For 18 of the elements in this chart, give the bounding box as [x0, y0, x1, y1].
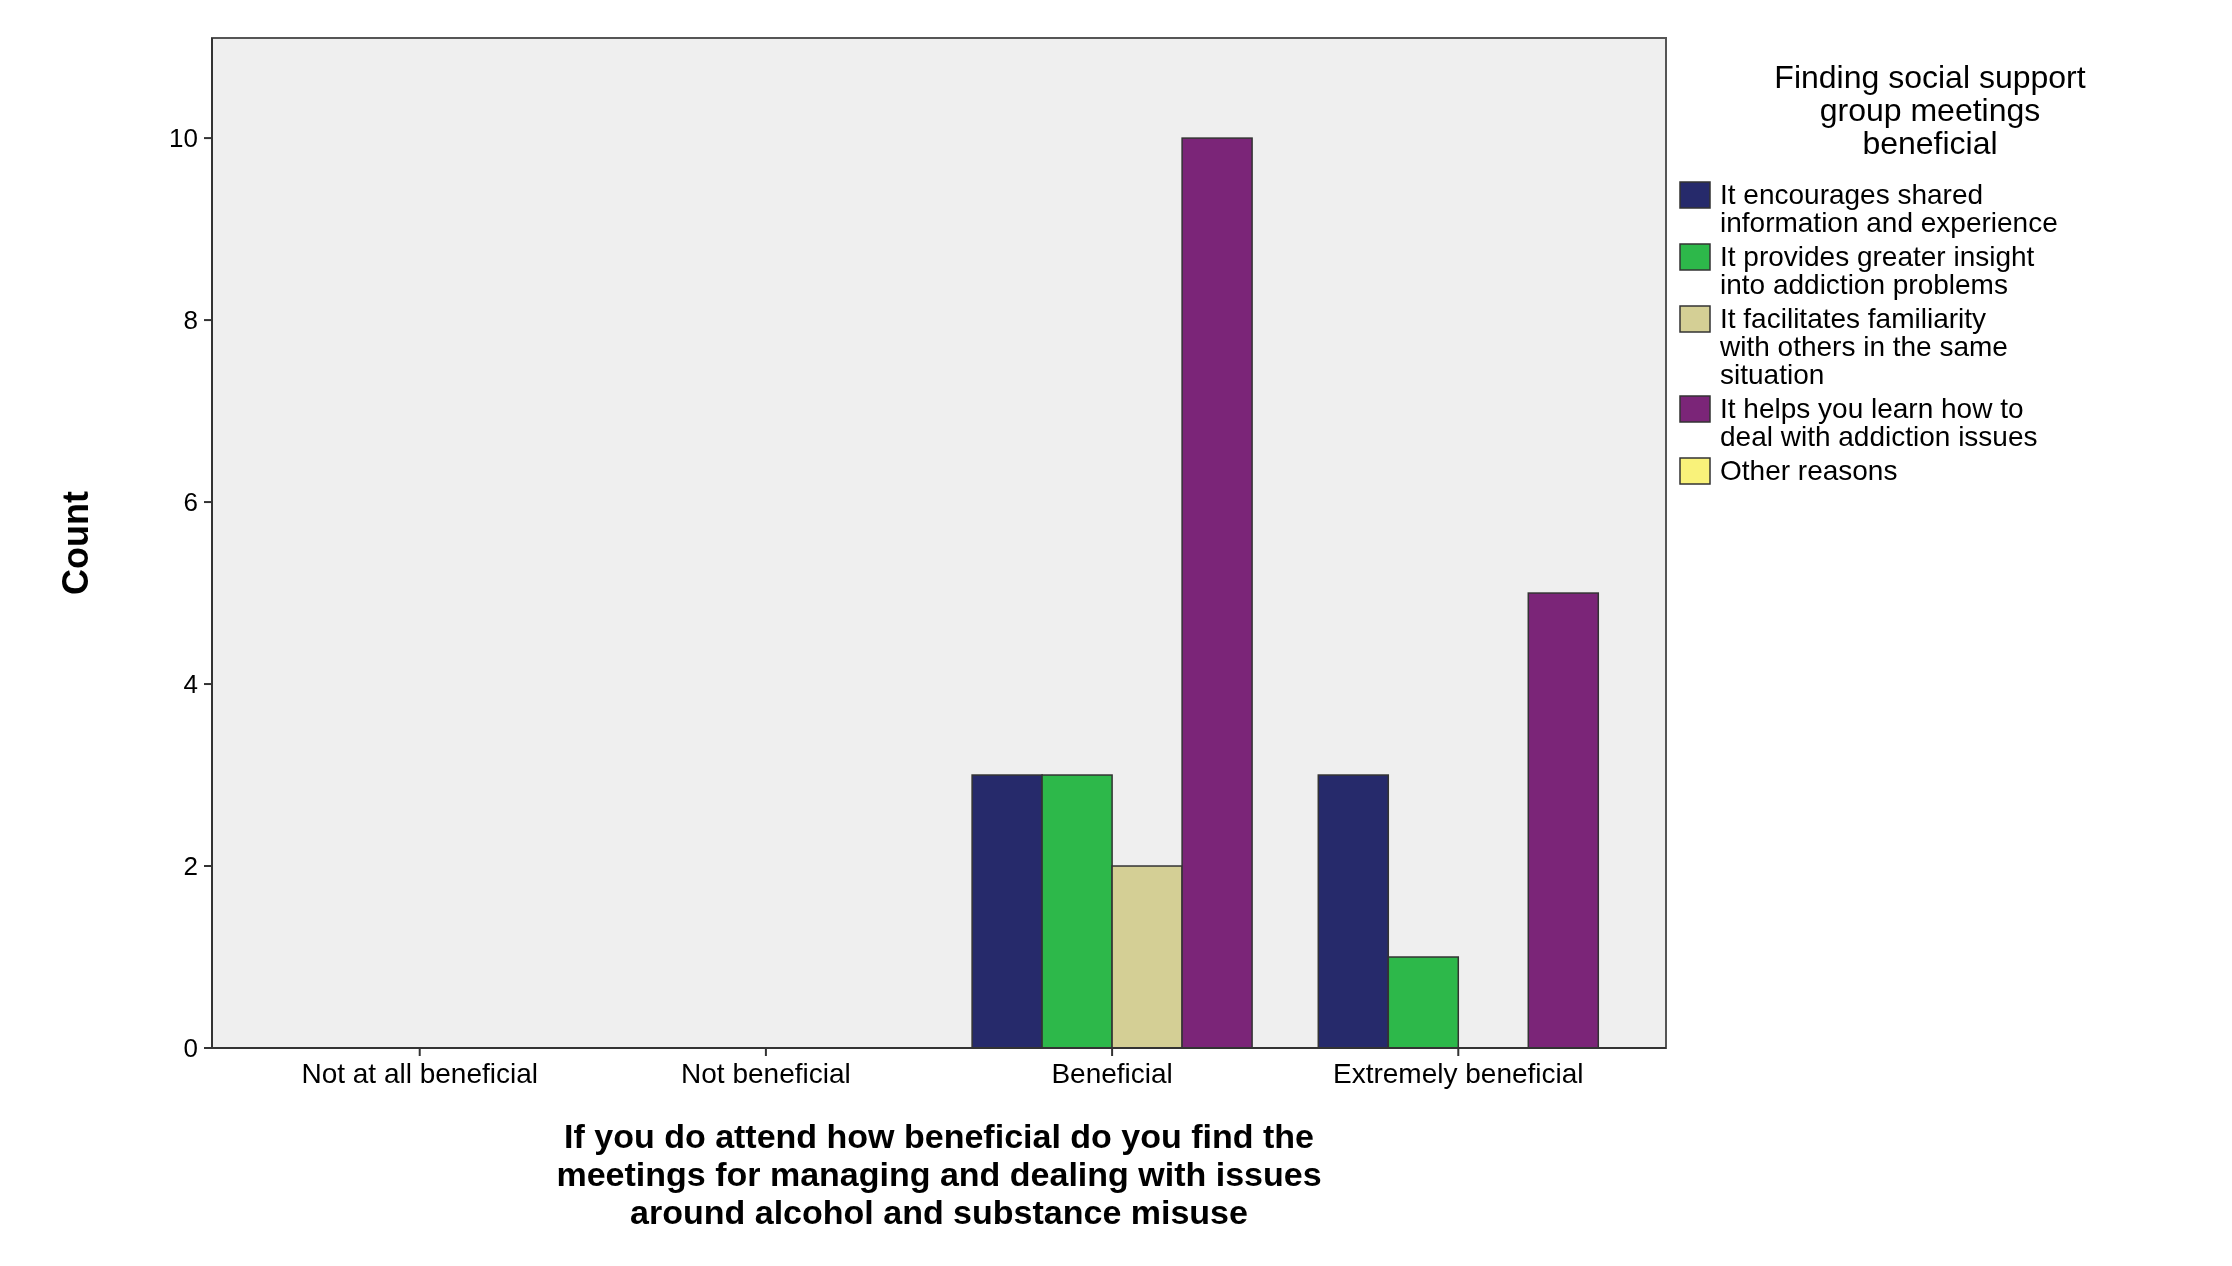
y-tick-label: 8 [183, 305, 198, 336]
x-tick-label: Extremely beneficial [1333, 1058, 1584, 1089]
legend-label: It helps you learn how to deal with addiction issues [1720, 393, 2038, 452]
x-axis-title: If you do attend how beneficial do you find the meetings for managing and dealing with issues around alcohol and substance misuse [556, 1117, 1322, 1231]
legend-label: It encourages shared information and experience [1720, 179, 2058, 238]
y-tick-label: 6 [183, 487, 198, 518]
x-tick-label: Beneficial [1051, 1058, 1173, 1089]
legend-title: Finding social support group meetings beneficial [1774, 59, 2086, 161]
y-tick-label: 2 [183, 851, 198, 882]
legend-label: It provides greater insight into addiction problems [1720, 241, 2035, 300]
y-tick-label: 0 [183, 1033, 198, 1064]
x-tick-label: Not beneficial [681, 1058, 851, 1089]
y-tick-label: 4 [183, 669, 198, 700]
legend-label: Other reasons [1720, 455, 1898, 486]
legend-label: It facilitates familiarity with others in the same situation [1719, 303, 2008, 390]
y-axis-title: Count [55, 491, 96, 595]
x-tick-label: Not at all beneficial [301, 1058, 538, 1089]
y-tick-label: 10 [169, 123, 198, 154]
